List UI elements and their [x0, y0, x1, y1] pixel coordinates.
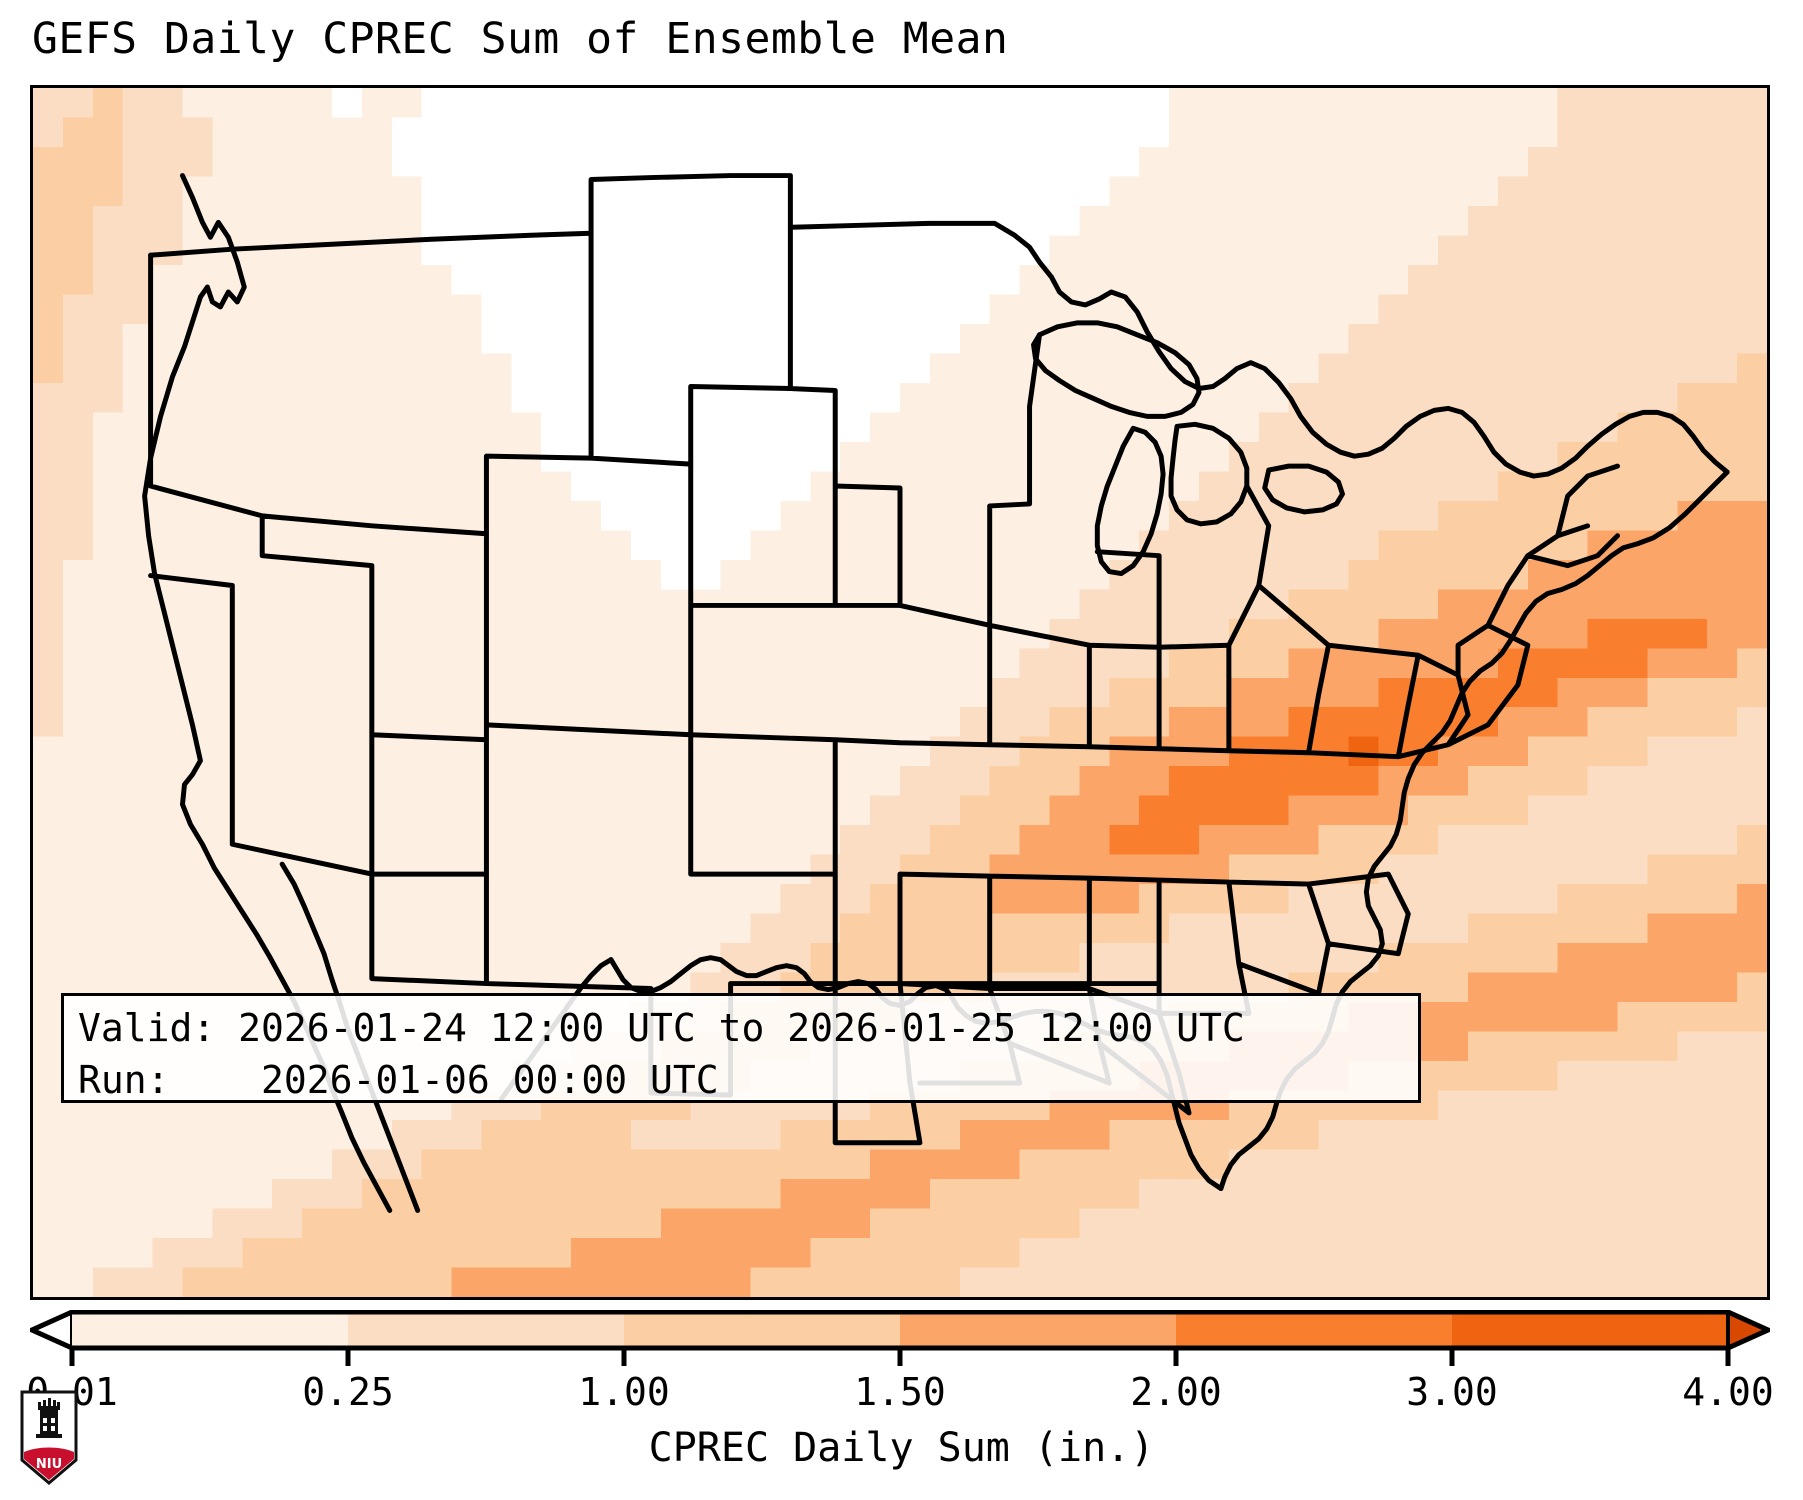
- logo-windows: [43, 1418, 55, 1431]
- colorbar-label: CPREC Daily Sum (in.): [648, 1425, 1155, 1471]
- logo-banner: [24, 1447, 74, 1480]
- page-title: GEFS Daily CPREC Sum of Ensemble Mean: [32, 14, 1009, 64]
- colorbar-band: [348, 1312, 625, 1348]
- colorbar-svg[interactable]: [30, 1310, 1770, 1370]
- niu-logo: NIU: [20, 1390, 78, 1485]
- colorbar-tick-label: 3.00: [1406, 1370, 1498, 1414]
- logo-text: NIU: [36, 1457, 62, 1472]
- colorbar-tick-label: 1.50: [854, 1370, 946, 1414]
- colorbar-band: [1452, 1312, 1729, 1348]
- colorbar-band: [72, 1312, 349, 1348]
- colorbar-band: [1176, 1312, 1453, 1348]
- colorbar[interactable]: [30, 1310, 1770, 1366]
- annotation-box: Valid: 2026-01-24 12:00 UTC to 2026-01-2…: [61, 993, 1421, 1103]
- map-panel[interactable]: Valid: 2026-01-24 12:00 UTC to 2026-01-2…: [30, 85, 1770, 1300]
- colorbar-tick-label: 4.00: [1682, 1370, 1774, 1414]
- colorbar-tick-label: 2.00: [1130, 1370, 1222, 1414]
- colorbar-band: [900, 1312, 1177, 1348]
- colorbar-tick-label: 0.25: [302, 1370, 394, 1414]
- colorbar-band: [624, 1312, 901, 1348]
- run-time-line: Run: 2026-01-06 00:00 UTC: [78, 1058, 719, 1102]
- colorbar-tick-label: 1.00: [578, 1370, 670, 1414]
- precipitation-raster: [33, 88, 1767, 1297]
- valid-time-line: Valid: 2026-01-24 12:00 UTC to 2026-01-2…: [78, 1006, 1245, 1050]
